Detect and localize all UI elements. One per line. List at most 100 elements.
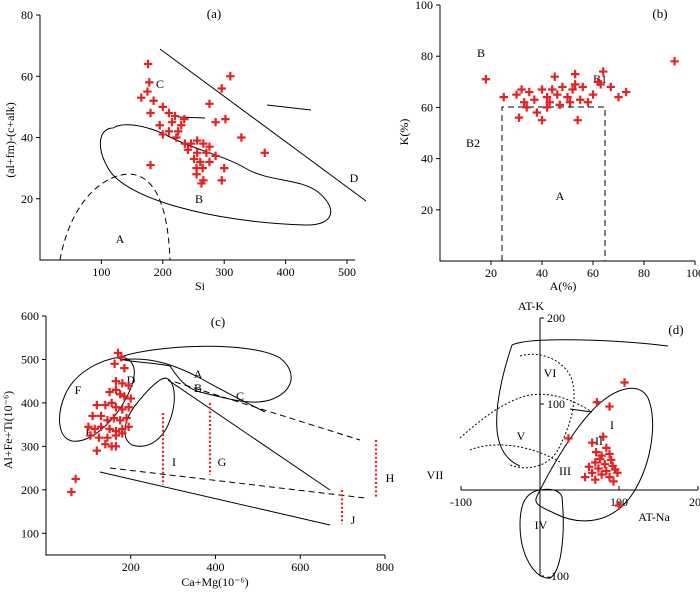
data-point [217,84,226,93]
data-point [588,90,598,99]
y-tick-label: -100 [547,569,569,583]
data-point [606,455,616,465]
data-point [570,69,580,79]
data-point [226,72,235,81]
data-point [84,422,93,432]
data-point [122,413,131,423]
data-point [211,117,220,127]
data-point [124,422,133,432]
panel-c-field-f-boundary [59,356,135,442]
data-point [105,424,114,434]
y-tick-label: 20 [21,192,33,206]
panel-c-region-g: G [218,455,227,469]
x-tick-label: 80 [638,266,650,280]
panel-d-region-v: V [517,429,526,443]
data-point [605,472,614,482]
data-point [205,99,214,109]
data-point [613,468,622,477]
data-point [514,113,524,122]
data-point [517,85,526,94]
x-tick-label: 100 [92,265,110,279]
y-tick-label: 300 [21,439,39,453]
panel-c-region-c: C [236,389,244,403]
data-point [90,424,99,434]
data-point [545,98,554,107]
data-point [103,433,112,442]
panel-a-region-b: B [195,192,203,206]
data-point [111,431,121,440]
data-point [621,87,631,97]
data-point [192,170,201,179]
data-point [110,359,119,368]
data-point [583,98,593,107]
panel-d-field-vi-inner [507,353,575,469]
data-point [553,90,562,99]
panel-a-ticks: 100 200 300 400 500 20 40 60 80 [21,8,356,279]
panel-c-region-e: E [85,425,92,439]
data-point [596,80,605,89]
data-point [620,378,629,387]
panel-a: 100 200 300 400 500 20 40 60 80 (a) Si (al+fm)-(… [3,6,367,293]
data-point [107,398,116,408]
data-point [88,411,97,421]
x-tick-label: 100 [686,266,700,280]
panel-d-points [564,378,629,510]
panel-c-line-j [99,471,331,526]
data-point [600,460,609,469]
data-point [221,114,230,124]
data-point [614,501,624,510]
panel-d-field-vi-top [511,339,669,347]
x-tick-label: 40 [536,266,548,280]
panel-c-ticks: 200 400 600 800 100 200 300 400 500 600 [21,309,394,574]
panel-d-region-i: I [610,418,614,432]
data-point [205,157,214,167]
panel-c-region-f: F [75,383,82,397]
data-point [609,477,618,486]
panel-b-points [481,57,679,125]
data-point [103,416,112,425]
panel-b-field-a-boundary [501,106,606,261]
panel-a-short-line [266,104,312,111]
data-point [237,133,246,142]
data-point [101,400,110,410]
data-point [170,111,180,121]
x-tick-label: 800 [376,560,394,574]
y-tick-label: 40 [421,152,433,166]
data-point [568,85,577,94]
panel-c-region-i: I [172,455,176,469]
data-point [164,127,174,136]
panel-a-region-c: C [156,77,164,91]
panel-d-dotted-lower [469,444,561,463]
data-point [192,136,202,145]
panel-b: 20 40 60 80 100 20 40 60 80 100 (b) A(%) K(%) A B… [397,0,700,293]
panel-a-axes [39,15,355,261]
data-point [86,431,95,440]
data-point [217,176,226,185]
data-point [189,154,199,164]
panel-d-region-vii: VII [427,468,444,482]
panel-b-xlabel: A(%) [550,279,577,293]
data-point [587,468,597,477]
data-point [71,474,80,484]
x-tick-label: 200 [122,560,140,574]
y-tick-label: 40 [21,131,33,145]
panel-d-field-iv-boundary [519,488,564,579]
panel-b-ticks: 20 40 60 80 100 20 40 60 80 100 [415,0,700,280]
data-point [145,78,154,87]
data-point [186,139,196,148]
data-point [220,163,229,173]
data-point [192,148,202,158]
x-tick-label: 400 [207,560,225,574]
data-point [602,443,611,453]
data-point [211,151,220,161]
panel-c-region-b: B [194,381,202,395]
panel-d-region-iv: IV [535,518,548,532]
y-tick-label: 100 [21,526,39,540]
data-point [111,385,121,395]
x-tick-label: 20 [485,266,497,280]
data-point [555,100,565,110]
panel-b-region-b2: B2 [466,136,480,150]
data-point [614,92,623,102]
panel-c-field-e-boundary [124,377,175,447]
panel-c-dashed-upper [174,381,361,441]
